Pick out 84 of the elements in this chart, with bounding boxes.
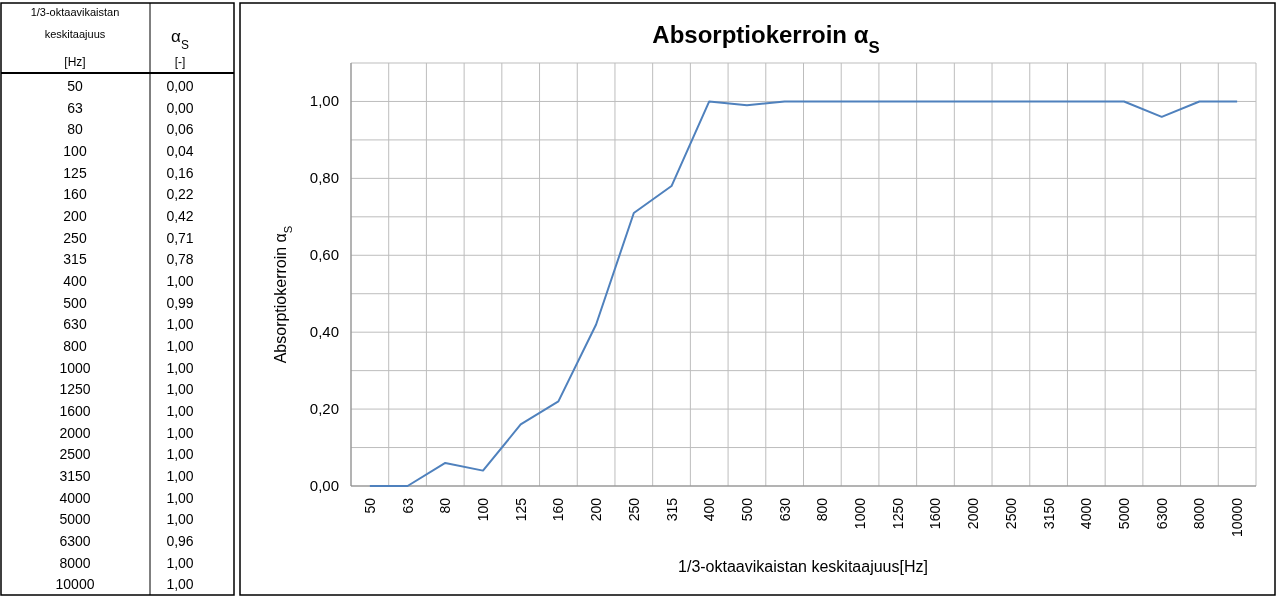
text: 0,42 <box>166 207 194 224</box>
text: [Hz] <box>64 55 86 69</box>
y-tick-label: 1,00 <box>309 92 339 110</box>
category-label: 80 <box>67 121 83 138</box>
category-label: 50 <box>67 77 83 94</box>
text: keskitaajuus <box>44 28 106 40</box>
category-label: 630 <box>63 316 87 333</box>
x-tick-label: 5000 <box>1116 497 1133 530</box>
text: 0,99 <box>166 294 194 311</box>
text: 0,00 <box>166 99 194 116</box>
text: 1,00 <box>166 467 194 484</box>
text: 1,00 <box>166 424 194 441</box>
y-tick-label: 0,00 <box>309 477 339 494</box>
category-label: 63 <box>67 99 83 116</box>
y-tick-label: 0,60 <box>309 246 339 264</box>
x-tick-label: 500 <box>738 497 755 522</box>
x-tick-label: 8000 <box>1191 497 1208 530</box>
text: 1,00 <box>166 337 194 354</box>
text: 1,00 <box>166 272 194 289</box>
x-tick-label: 630 <box>776 497 793 522</box>
x-tick-label: 160 <box>550 497 567 522</box>
x-tick-label: 4000 <box>1078 497 1095 530</box>
category-label: 315 <box>63 251 87 268</box>
text: [-] <box>174 55 186 69</box>
x-tick-label: 2500 <box>1002 497 1019 530</box>
text: 1,00 <box>166 402 194 419</box>
category-label: 6300 <box>59 532 91 549</box>
category-label: 125 <box>63 164 87 181</box>
x-tick-label: 1600 <box>927 497 944 530</box>
line-series <box>368 100 1239 487</box>
x-tick-label: 1250 <box>889 497 906 530</box>
category-label: 3150 <box>59 467 91 484</box>
category-label: 400 <box>63 272 87 289</box>
text: 0,16 <box>166 164 194 181</box>
category-label: 1000 <box>59 359 91 376</box>
x-axis-title: 1/3-oktaavikaistan keskitaajuus[Hz] <box>678 558 928 575</box>
x-tick-label: 6300 <box>1153 497 1170 530</box>
y-tick-label: 0,40 <box>309 323 339 341</box>
x-tick-label: 800 <box>814 497 831 522</box>
chart-title: Absorptiokerroin α$_{S}$ <box>652 21 880 57</box>
text: 0,04 <box>166 142 194 159</box>
x-tick-label: 63 <box>399 497 416 514</box>
category-label: 2000 <box>59 424 91 441</box>
category-label: 800 <box>63 337 87 354</box>
text: 1,00 <box>166 446 194 463</box>
x-tick-label: 80 <box>437 497 454 514</box>
category-label: 250 <box>63 229 87 246</box>
category-label: 160 <box>63 186 87 203</box>
x-tick-label: 3150 <box>1040 497 1057 530</box>
category-label: 200 <box>63 207 87 224</box>
text: 1,00 <box>166 489 194 506</box>
category-label: 100 <box>63 142 87 159</box>
text: 0,78 <box>166 251 194 268</box>
x-tick-label: 1000 <box>852 497 869 530</box>
text: 1,00 <box>166 381 194 398</box>
x-tick-label: 125 <box>512 497 529 522</box>
text: 1,00 <box>166 511 194 528</box>
category-label: 8000 <box>59 554 91 571</box>
x-tick-label: 315 <box>663 497 680 522</box>
x-tick-label: 50 <box>361 497 378 514</box>
x-tick-label: 2000 <box>965 497 982 530</box>
text: 0,06 <box>166 121 194 138</box>
x-tick-label: 200 <box>588 497 605 522</box>
category-label: 2500 <box>59 446 91 463</box>
text: 1,00 <box>166 359 194 376</box>
y-tick-label: 0,20 <box>309 400 339 418</box>
text: 0,96 <box>166 532 194 549</box>
x-tick-label: 400 <box>701 497 718 522</box>
text: 1,00 <box>166 554 194 571</box>
text: 1,00 <box>166 576 194 593</box>
text: 0,00 <box>166 77 194 94</box>
text: 1,00 <box>166 316 194 333</box>
category-label: 10000 <box>55 576 95 593</box>
x-tick-label: 10000 <box>1229 497 1246 537</box>
text: α$_{S}$ <box>171 27 189 52</box>
x-tick-label: 100 <box>474 497 491 522</box>
category-label: 1250 <box>59 381 91 398</box>
text: 0,22 <box>166 186 194 203</box>
x-tick-label: 250 <box>625 497 642 522</box>
category-label: 500 <box>63 294 87 311</box>
category-label: 1600 <box>59 402 91 419</box>
text: 1/3-oktaavikaistan <box>30 6 120 18</box>
y-tick-label: 0,80 <box>309 169 339 187</box>
text: 0,71 <box>166 229 194 246</box>
